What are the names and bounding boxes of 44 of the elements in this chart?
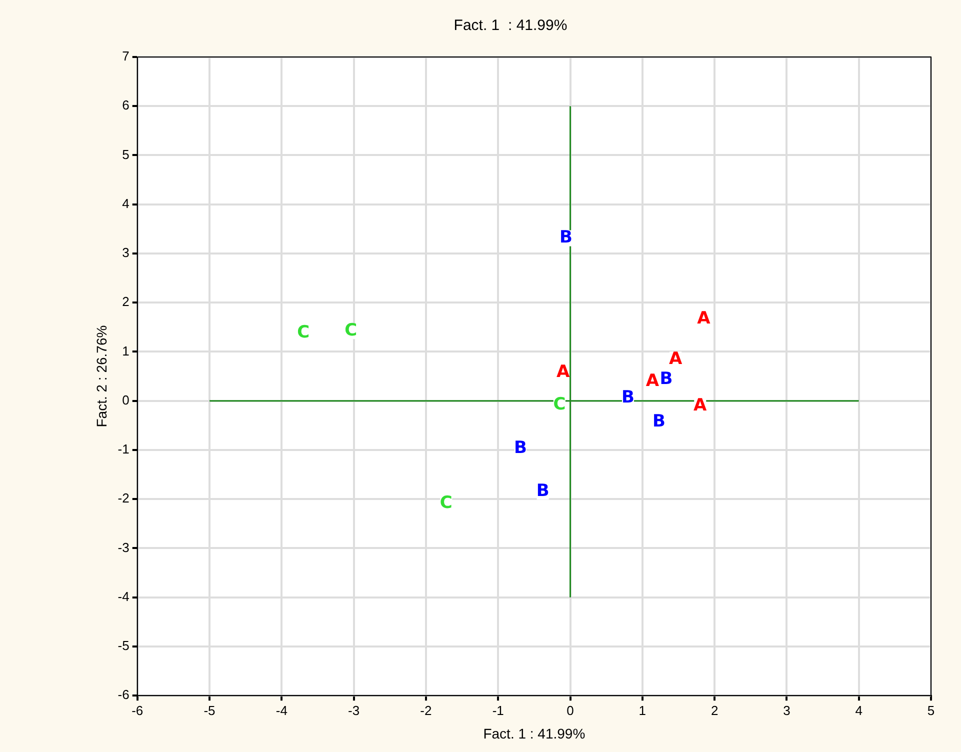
y-tick-label: 0	[122, 392, 130, 408]
y-tick-label: -6	[118, 687, 130, 702]
series-label: B	[660, 369, 673, 390]
text: B	[652, 411, 666, 432]
chart-title: Fact. 1 : 41.99%	[454, 17, 568, 34]
x-tick-label: 5	[927, 702, 935, 718]
y-tick-label: 6	[122, 98, 130, 113]
x-tick-label: 2	[710, 702, 718, 718]
text: B	[514, 438, 527, 458]
y-tick-label: 1	[122, 343, 130, 358]
text: A	[669, 349, 682, 370]
x-tick-label: -2	[420, 702, 432, 718]
y-tick-label: -1	[118, 442, 130, 457]
series-label: A	[556, 362, 570, 382]
x-tick-label: 4	[855, 702, 862, 718]
y-tick-label: -2	[118, 490, 130, 506]
y-tick-label: -3	[118, 540, 130, 555]
y-tick-label: 5	[122, 146, 130, 162]
text: A	[694, 396, 707, 416]
x-tick-label: -1	[492, 702, 504, 718]
x-axis-title: Fact. 1 : 41.99%	[483, 725, 586, 742]
y-tick-label: 3	[122, 245, 130, 260]
y-tick-label: 7	[122, 48, 130, 64]
text: C	[297, 322, 310, 342]
x-tick-label: -4	[276, 702, 288, 718]
text: B	[536, 481, 550, 502]
x-tick-label: 0	[566, 702, 574, 718]
y-tick-label: -5	[118, 638, 130, 654]
x-tick-label: -5	[204, 702, 216, 718]
text: A	[697, 308, 710, 329]
text: B	[621, 387, 634, 408]
y-tick-label: -4	[118, 588, 130, 604]
series-label: C	[440, 492, 452, 513]
text: B	[559, 228, 572, 248]
x-tick-label: -6	[132, 702, 144, 718]
text: C	[344, 320, 358, 341]
y-tick-label: 2	[122, 294, 130, 310]
y-axis-title: Fact. 2 : 26.76%	[93, 325, 110, 428]
y-tick-label: 4	[122, 196, 130, 211]
x-tick-label: 3	[783, 702, 790, 718]
x-tick-label: -3	[348, 702, 360, 718]
x-tick-label: 1	[638, 702, 646, 718]
text: C	[553, 394, 566, 415]
text: A	[646, 371, 660, 392]
